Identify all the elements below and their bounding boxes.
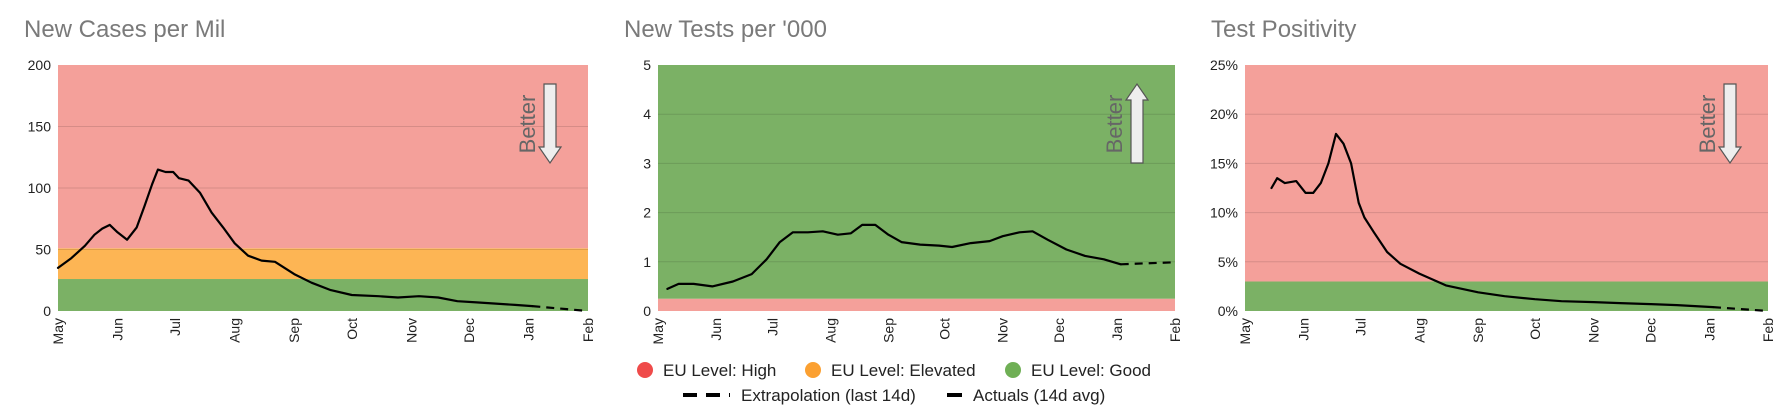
legend-elevated-label: EU Level: Elevated xyxy=(831,361,976,380)
y-tick-label: 3 xyxy=(643,155,651,171)
series-actuals xyxy=(666,223,1122,290)
x-tick-label: May xyxy=(650,318,666,344)
series-extrapolation xyxy=(1120,261,1176,266)
x-tick-label: Feb xyxy=(580,318,596,342)
x-tick-label: Aug xyxy=(822,318,838,343)
legend-actuals-label: Actuals (14d avg) xyxy=(973,386,1105,405)
legend-elevated-marker xyxy=(805,362,821,378)
new-cases-chart: New Cases per Mil 0 50 100 150 200 May Jun Jul Au… xyxy=(24,16,596,344)
y-tick-label: 150 xyxy=(28,119,52,135)
y-tick-label: 5% xyxy=(1218,254,1238,270)
x-tick-label: Nov xyxy=(995,318,1011,343)
legend: EU Level: High EU Level: Elevated EU Lev… xyxy=(637,361,1151,405)
y-tick-label: 1 xyxy=(643,254,651,270)
x-tick-label: Jun xyxy=(1296,318,1312,341)
series-extrapolation xyxy=(532,305,589,313)
x-tick-label: Dec xyxy=(1643,318,1659,343)
better-label: Better xyxy=(515,95,540,154)
legend-item-good[interactable]: EU Level: Good xyxy=(1005,361,1151,380)
y-tick-label: 0 xyxy=(43,303,51,319)
y-tick-label: 25% xyxy=(1210,57,1238,73)
band-high xyxy=(1245,65,1768,282)
x-tick-label: May xyxy=(1237,318,1253,344)
x-tick-label: Oct xyxy=(344,318,360,340)
x-tick-label: Jul xyxy=(764,318,780,336)
test-positivity-title: Test Positivity xyxy=(1211,16,1356,43)
y-tick-label: 50 xyxy=(35,242,51,258)
x-tick-label: Dec xyxy=(461,318,477,343)
x-tick-label: May xyxy=(50,318,66,344)
better-indicator: Better xyxy=(1102,82,1150,164)
x-tick-label: Jan xyxy=(1109,318,1125,341)
x-tick-label: Jan xyxy=(1701,318,1717,341)
y-tick-label: 10% xyxy=(1210,205,1238,221)
new-cases-title: New Cases per Mil xyxy=(24,16,225,43)
arrow-up-icon xyxy=(1124,82,1150,164)
series-actuals xyxy=(1270,132,1715,309)
legend-high-marker xyxy=(637,362,653,378)
x-tick-label: Nov xyxy=(403,318,419,343)
band-high xyxy=(658,298,1175,311)
new-tests-title: New Tests per '000 xyxy=(624,16,827,43)
x-tick-label: Jan xyxy=(520,318,536,341)
better-label: Better xyxy=(1102,95,1127,154)
x-tick-label: Feb xyxy=(1167,318,1183,342)
arrow-down-icon xyxy=(537,83,563,165)
y-tick-label: 0 xyxy=(643,303,651,319)
legend-item-extrapolation[interactable]: Extrapolation (last 14d) xyxy=(683,386,916,405)
x-tick-label: Jun xyxy=(708,318,724,341)
legend-item-elevated[interactable]: EU Level: Elevated xyxy=(805,361,976,380)
legend-item-actuals[interactable]: Actuals (14d avg) xyxy=(947,386,1105,405)
test-positivity-chart: Test Positivity 0% 5% 10% 15% 20% 25% May Jun Jul… xyxy=(1210,16,1776,344)
legend-good-label: EU Level: Good xyxy=(1031,361,1151,380)
legend-extrapolation-label: Extrapolation (last 14d) xyxy=(741,386,916,405)
y-tick-label: 20% xyxy=(1210,106,1238,122)
legend-high-label: EU Level: High xyxy=(663,361,776,380)
x-tick-label: Oct xyxy=(937,318,953,340)
band-elevated xyxy=(58,248,588,280)
legend-good-marker xyxy=(1005,362,1021,378)
band-high xyxy=(58,65,588,249)
better-indicator: Better xyxy=(515,83,563,165)
y-tick-label: 0% xyxy=(1218,303,1238,319)
x-tick-label: Aug xyxy=(227,318,243,343)
y-tick-label: 15% xyxy=(1210,155,1238,171)
y-tick-label: 100 xyxy=(28,180,52,196)
y-tick-label: 5 xyxy=(643,57,651,73)
y-tick-label: 4 xyxy=(643,106,651,122)
x-tick-label: Sep xyxy=(1470,318,1486,343)
x-tick-label: Aug xyxy=(1411,318,1427,343)
series-actuals xyxy=(56,168,534,308)
x-tick-label: Jul xyxy=(1353,318,1369,336)
x-tick-label: Jun xyxy=(110,318,126,341)
y-tick-label: 200 xyxy=(28,57,52,73)
x-tick-label: Oct xyxy=(1527,318,1543,340)
x-tick-label: Sep xyxy=(286,318,302,343)
band-good xyxy=(58,279,588,311)
x-tick-label: Sep xyxy=(880,318,896,343)
x-tick-label: Dec xyxy=(1051,318,1067,343)
legend-item-high[interactable]: EU Level: High xyxy=(637,361,776,380)
x-tick-label: Nov xyxy=(1586,318,1602,343)
x-tick-label: Jul xyxy=(167,318,183,336)
x-tick-label: Feb xyxy=(1760,318,1776,342)
band-good xyxy=(658,65,1175,299)
y-tick-label: 2 xyxy=(643,205,651,221)
arrow-down-icon xyxy=(1717,83,1743,165)
series-extrapolation xyxy=(1712,306,1769,313)
better-indicator: Better xyxy=(1695,83,1743,165)
new-tests-chart: New Tests per '000 0 1 2 3 4 5 May Jun Jul Aug Sep O… xyxy=(624,16,1183,344)
better-label: Better xyxy=(1695,95,1720,154)
